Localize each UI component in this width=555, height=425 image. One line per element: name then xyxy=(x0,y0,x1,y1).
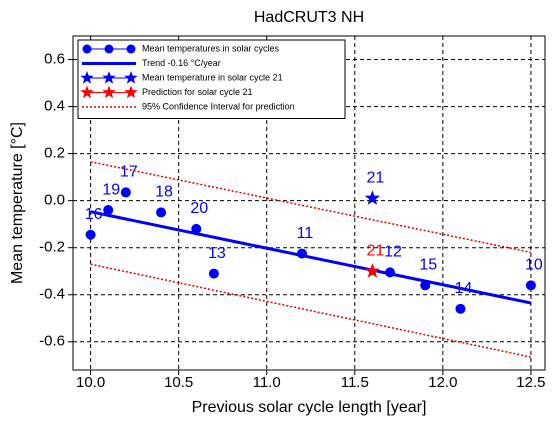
point-label: 21 xyxy=(367,170,385,187)
x-tick-label: 10.0 xyxy=(76,374,105,391)
legend-marker xyxy=(82,44,92,54)
point xyxy=(120,187,131,198)
legend-label: Mean temperatures in solar cycles xyxy=(142,43,280,53)
y-tick-label: 0.4 xyxy=(44,98,65,115)
y-tick-label: 0.6 xyxy=(44,50,65,67)
point-label: 15 xyxy=(419,257,437,274)
point xyxy=(156,207,167,218)
legend-label: Prediction for solar cycle 21 xyxy=(142,87,253,97)
series-line xyxy=(90,210,532,305)
point-label: 19 xyxy=(102,181,120,198)
y-tick-label: -0.2 xyxy=(39,239,65,256)
point-label: 13 xyxy=(208,245,226,262)
legend-marker xyxy=(124,85,138,99)
point-label: 11 xyxy=(297,225,314,242)
legend-marker xyxy=(102,85,116,99)
y-tick-label: -0.6 xyxy=(39,333,65,350)
star-marker xyxy=(364,190,380,205)
x-tick-label: 11.5 xyxy=(341,374,369,391)
point-label: 21 xyxy=(367,242,385,259)
legend-marker xyxy=(124,71,138,84)
point-label: 16 xyxy=(85,206,103,223)
legend-marker xyxy=(126,44,136,54)
point-label: 17 xyxy=(120,164,138,181)
legend-label: 95% Confidence Interval for prediction xyxy=(142,101,295,111)
star-marker xyxy=(364,263,380,278)
legend-marker xyxy=(80,85,94,99)
plot-frame xyxy=(72,35,546,371)
legend-marker xyxy=(104,44,114,54)
point-label: 18 xyxy=(155,184,173,201)
point xyxy=(191,223,202,234)
legend-label: Trend -0.16 °C/year xyxy=(142,58,221,68)
legend-label: Mean temperature in solar cycle 21 xyxy=(142,72,283,82)
y-tick-label: 0.0 xyxy=(44,192,65,209)
legend-marker xyxy=(80,71,94,84)
point xyxy=(103,205,114,216)
point xyxy=(85,229,96,240)
point-label: 12 xyxy=(384,244,402,261)
legend-box xyxy=(77,39,346,119)
x-tick-label: 12.5 xyxy=(516,374,545,391)
x-tick-label: 11.0 xyxy=(253,374,281,391)
y-tick-label: -0.4 xyxy=(39,286,65,303)
legend-marker xyxy=(102,71,116,84)
chart-title: HadCRUT3 NH xyxy=(254,9,364,26)
x-axis-label: Previous solar cycle length [year] xyxy=(192,399,427,416)
y-axis-label: Mean temperature [°C] xyxy=(9,122,26,284)
x-tick-label: 10.5 xyxy=(164,374,193,391)
point xyxy=(455,303,466,314)
series-line xyxy=(90,161,532,358)
point-label: 10 xyxy=(525,257,543,274)
x-tick-label: 12.0 xyxy=(428,374,457,391)
point xyxy=(208,268,219,279)
point-label: 20 xyxy=(190,200,208,217)
point xyxy=(525,280,536,291)
y-tick-label: 0.2 xyxy=(44,145,65,162)
